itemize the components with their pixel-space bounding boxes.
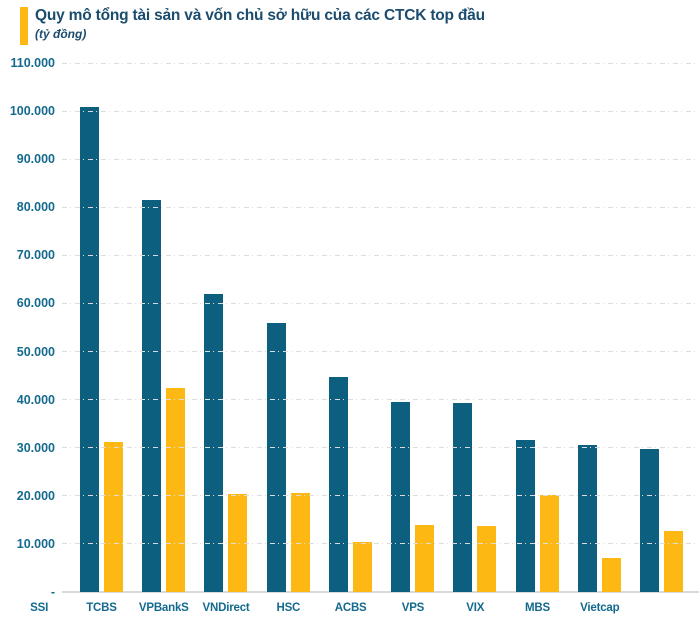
gridline-10000 xyxy=(62,543,699,545)
bar-group-hsc xyxy=(319,63,381,592)
x-axis-category-label-vpbanks: VPBankS xyxy=(138,602,189,614)
bar-equity-mbs xyxy=(602,558,622,592)
y-axis-tick-label: 10.000 xyxy=(16,536,55,551)
bar-equity-hsc xyxy=(352,541,372,592)
bar-total-assets-vndirect xyxy=(266,322,286,592)
bar-group-vndirect xyxy=(257,63,319,592)
y-axis-tick-label: 30.000 xyxy=(16,440,55,455)
x-axis-category-label-vietcap: Vietcap xyxy=(580,602,620,614)
bar-equity-vndirect xyxy=(290,492,310,592)
bar-group-tcbs xyxy=(132,63,194,592)
bar-total-assets-vpbanks xyxy=(204,293,224,592)
gridline-80000 xyxy=(62,206,699,208)
y-axis-tick-label: 20.000 xyxy=(16,488,55,503)
gridline-110000 xyxy=(62,62,699,64)
y-axis-tick-label: 70.000 xyxy=(16,248,55,263)
bar-equity-acbs xyxy=(415,524,435,592)
bar-total-assets-hsc xyxy=(328,377,348,592)
chart-subtitle: (tỷ đồng) xyxy=(35,27,87,41)
bar-total-assets-tcbs xyxy=(141,199,161,592)
y-axis-tick-label: 50.000 xyxy=(16,344,55,359)
y-axis: 110.000 100.000 90.000 80.000 70.000 60.000 50… xyxy=(0,56,55,599)
x-axis-category-label-vndirect: VNDirect xyxy=(202,602,250,614)
x-axis-category-label-tcbs: TCBS xyxy=(86,602,117,614)
y-axis-tick-label: 40.000 xyxy=(16,392,55,407)
bar-total-assets-acbs xyxy=(391,401,411,592)
bar-group-mbs xyxy=(568,63,630,592)
bar-total-assets-ssi xyxy=(79,106,99,592)
title-block: Quy mô tổng tài sản và vốn chủ sở hữu củ… xyxy=(35,7,485,45)
bar-group-acbs xyxy=(381,63,443,592)
y-axis-tick-label: 100.000 xyxy=(9,104,55,119)
title-accent-bar xyxy=(20,7,28,45)
gridline-90000 xyxy=(62,158,699,160)
x-axis-category-label-mbs: MBS xyxy=(525,602,550,614)
chart-header: Quy mô tổng tài sản và vốn chủ sở hữu củ… xyxy=(20,7,485,45)
bar-group-vpbanks xyxy=(195,63,257,592)
gridline-50000 xyxy=(62,351,699,353)
gridline-70000 xyxy=(62,254,699,256)
bar-chart-plot xyxy=(62,62,699,593)
gridline-60000 xyxy=(62,302,699,304)
x-axis-category-label-hsc: HSC xyxy=(276,602,301,614)
bar-equity-ssi xyxy=(103,441,123,592)
x-axis-category-label-acbs: ACBS xyxy=(334,602,367,614)
y-axis-tick-label: - xyxy=(50,585,55,599)
bar-group-vix xyxy=(506,63,568,592)
gridline-30000 xyxy=(62,447,699,449)
x-axis-baseline xyxy=(62,591,699,593)
bar-equity-vps xyxy=(477,525,497,592)
chart-title: Quy mô tổng tài sản và vốn chủ sở hữu củ… xyxy=(35,7,485,24)
bar-total-assets-vietcap xyxy=(640,448,660,592)
y-axis-tick-label: 90.000 xyxy=(16,152,55,167)
x-axis-category-label-vps: VPS xyxy=(401,602,425,614)
x-axis-labels: SSI TCBS VPBankS VNDirect HSC ACBS VPS VIX MBS Vi… xyxy=(0,598,637,618)
bar-total-assets-vix xyxy=(515,440,535,592)
gridline-100000 xyxy=(62,110,699,112)
y-axis-tick-label: 110.000 xyxy=(10,56,56,70)
y-axis-tick-label: 60.000 xyxy=(16,296,55,311)
gridline-40000 xyxy=(62,399,699,401)
bar-total-assets-vps xyxy=(453,403,473,592)
y-axis-tick-label: 80.000 xyxy=(16,200,55,215)
x-axis-category-label-vix: VIX xyxy=(466,602,485,614)
bar-equity-vpbanks xyxy=(228,493,248,592)
bar-group-vps xyxy=(444,63,506,592)
bar-group-vietcap xyxy=(631,63,693,592)
x-axis-category-label-ssi: SSI xyxy=(30,602,49,614)
bar-groups xyxy=(62,63,699,592)
bar-group-ssi xyxy=(70,63,132,592)
bar-total-assets-mbs xyxy=(578,445,598,592)
bar-equity-tcbs xyxy=(165,387,185,592)
gridline-20000 xyxy=(62,495,699,497)
bar-equity-vietcap xyxy=(664,531,684,592)
